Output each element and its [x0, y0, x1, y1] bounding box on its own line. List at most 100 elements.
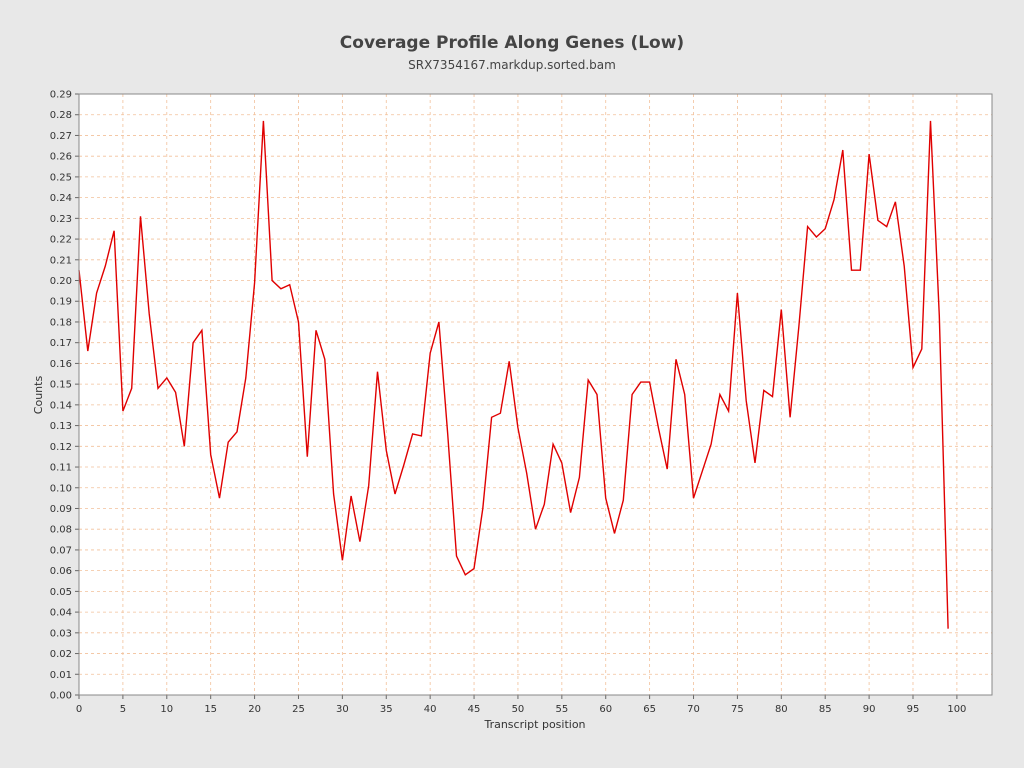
data-point [561, 462, 563, 464]
y-tick-label: 0.20 [50, 276, 72, 287]
x-tick-label: 20 [248, 704, 261, 715]
y-tick-label: 0.17 [50, 338, 72, 349]
data-point [929, 120, 931, 122]
y-tick-label: 0.00 [50, 691, 72, 702]
x-tick-label: 80 [775, 704, 788, 715]
data-point [947, 627, 949, 629]
y-tick-label: 0.10 [50, 483, 72, 494]
x-axis-label: Transcript position [483, 718, 585, 731]
data-point [166, 377, 168, 379]
x-tick-label: 100 [947, 704, 966, 715]
y-tick-label: 0.23 [50, 214, 72, 225]
series-line [78, 120, 949, 629]
data-point [859, 269, 861, 271]
data-point [605, 497, 607, 499]
data-point [745, 400, 747, 402]
y-tick-label: 0.14 [50, 400, 72, 411]
data-point [596, 393, 598, 395]
x-tick-label: 5 [120, 704, 126, 715]
data-point [262, 120, 264, 122]
y-tick-label: 0.28 [50, 110, 72, 121]
data-point [139, 215, 141, 217]
chart-subtitle: SRX7354167.markdup.sorted.bam [408, 58, 616, 72]
data-point [727, 410, 729, 412]
y-tick-label: 0.09 [50, 504, 72, 515]
data-point [315, 329, 317, 331]
y-tick-label: 0.05 [50, 587, 72, 598]
data-point [104, 265, 106, 267]
data-point [938, 315, 940, 317]
data-point [552, 443, 554, 445]
plot-border [78, 93, 993, 696]
y-tick-label: 0.22 [50, 235, 72, 246]
data-point [148, 312, 150, 314]
y-tick-label: 0.06 [50, 566, 72, 577]
data-point [394, 493, 396, 495]
data-point [780, 308, 782, 310]
x-tick-label: 90 [863, 704, 876, 715]
data-point [376, 371, 378, 373]
data-point [464, 574, 466, 576]
data-point [701, 470, 703, 472]
data-point [631, 393, 633, 395]
data-point [87, 350, 89, 352]
data-point [183, 445, 185, 447]
data-point [324, 358, 326, 360]
y-tick-label: 0.02 [50, 649, 72, 660]
data-point [543, 503, 545, 505]
chart-title: Coverage Profile Along Genes (Low) [340, 33, 684, 53]
x-tick-label: 25 [292, 704, 305, 715]
data-point [815, 236, 817, 238]
data-point [130, 387, 132, 389]
data-point [578, 476, 580, 478]
data-point [420, 435, 422, 437]
data-point [201, 329, 203, 331]
data-point [868, 153, 870, 155]
data-point [227, 441, 229, 443]
data-point [657, 426, 659, 428]
y-tick-label: 0.04 [50, 608, 72, 619]
x-tick-label: 10 [160, 704, 173, 715]
x-axis-ticks: 0 5 10 15 20 25 30 35 40 45 50 55 60 65 70 75 80 85 90 95 10… [76, 695, 966, 715]
y-tick-label: 0.13 [50, 421, 72, 432]
data-point [833, 198, 835, 200]
y-tick-label: 0.18 [50, 317, 72, 328]
data-point [622, 499, 624, 501]
x-tick-label: 85 [819, 704, 832, 715]
data-point [894, 201, 896, 203]
y-tick-label: 0.19 [50, 297, 72, 308]
x-tick-label: 75 [731, 704, 744, 715]
data-point [710, 443, 712, 445]
x-tick-label: 50 [512, 704, 525, 715]
x-tick-label: 35 [380, 704, 393, 715]
data-point [508, 360, 510, 362]
data-point [763, 389, 765, 391]
data-point [526, 472, 528, 474]
data-point [517, 426, 519, 428]
y-tick-label: 0.11 [50, 463, 72, 474]
data-point [587, 379, 589, 381]
data-point [736, 292, 738, 294]
data-point [447, 433, 449, 435]
y-tick-label: 0.29 [50, 90, 72, 101]
y-tick-label: 0.03 [50, 628, 72, 639]
data-point [95, 292, 97, 294]
data-point [157, 387, 159, 389]
data-point [806, 225, 808, 227]
data-point [174, 391, 176, 393]
data-point [798, 325, 800, 327]
x-tick-label: 95 [907, 704, 920, 715]
y-tick-label: 0.26 [50, 152, 72, 163]
data-point [482, 507, 484, 509]
data-point [271, 279, 273, 281]
data-point [411, 433, 413, 435]
data-point [842, 149, 844, 151]
data-point [666, 468, 668, 470]
data-point [569, 511, 571, 513]
data-point [280, 288, 282, 290]
data-point [341, 559, 343, 561]
data-point [912, 366, 914, 368]
data-point [359, 540, 361, 542]
data-point [684, 393, 686, 395]
y-axis-ticks: 0.00 0.01 0.02 0.03 0.04 0.05 0.06 0.07 0.08 0.09… [50, 90, 79, 702]
